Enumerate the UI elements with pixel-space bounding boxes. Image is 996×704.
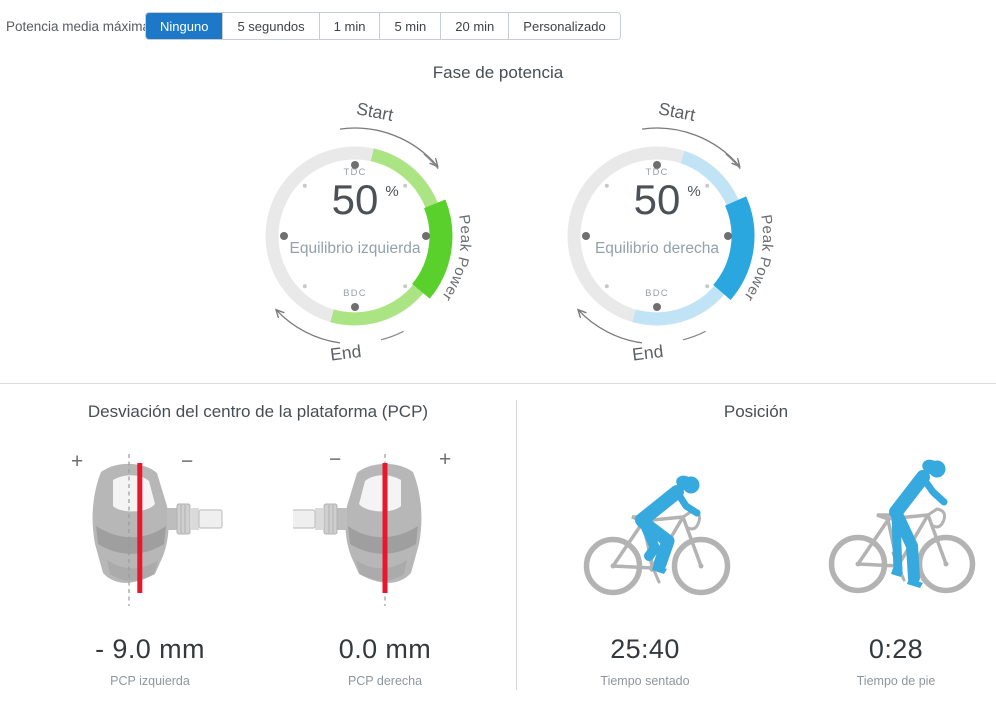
time-seated-metric: 25:40 Tiempo sentado — [545, 634, 745, 688]
gauge-dot-minor — [403, 284, 408, 289]
peak-power-tick — [682, 330, 706, 341]
pcp-left-value: - 9.0 mm — [95, 634, 205, 664]
peak-power-tick — [725, 153, 741, 170]
gauge-value: 50 — [634, 176, 681, 223]
end-label: End — [329, 341, 362, 365]
end-arrow — [276, 310, 341, 344]
power-phase-gauge-left: TDC BDC 50% Equilibrio izquierda Start End Pe… — [235, 98, 485, 377]
time-standing-value: 0:28 — [868, 634, 924, 664]
time-standing-metric: 0:28 Tiempo de pie — [796, 634, 996, 688]
pedal-graphic-left: + − — [63, 446, 235, 618]
gauge-unit: % — [385, 183, 398, 200]
pedal-window — [359, 475, 401, 512]
rider-standing — [889, 459, 948, 588]
gauge-dot — [351, 303, 359, 311]
pedal-spindle — [315, 508, 324, 530]
avg-power-option-ninguno[interactable]: Ninguno — [146, 13, 224, 39]
gauge-dot — [351, 161, 359, 169]
vertical-divider — [516, 400, 517, 690]
cyclist-seated-icon — [572, 452, 748, 612]
power-phase-title: Fase de potencia — [432, 63, 564, 82]
cyclist-standing-icon — [817, 444, 993, 612]
end-label: End — [631, 341, 664, 365]
pedal-axle — [291, 509, 316, 529]
peak-power-tick — [380, 330, 404, 341]
pedal-spindle — [323, 503, 338, 535]
minus-plus-sign: + — [439, 448, 451, 471]
pedal-spindle — [337, 508, 347, 530]
pedal-spindle — [190, 508, 199, 530]
horizontal-divider — [0, 383, 996, 384]
gauge-dot — [582, 232, 590, 240]
avg-power-option-personalizado[interactable]: Personalizado — [509, 13, 620, 39]
pcp-right-label: PCP derecha — [347, 674, 423, 688]
avg-power-option-5-segundos[interactable]: 5 segundos — [223, 13, 320, 39]
start-label: Start — [355, 103, 395, 125]
gauge-dot-minor — [705, 183, 710, 188]
pcp-section-title: Desviación del centro de la plataforma (… — [87, 402, 429, 421]
pcp-right-value: 0.0 mm — [338, 634, 432, 664]
rider-seated — [635, 475, 701, 574]
pcp-left-metric: - 9.0 mm PCP izquierda — [40, 634, 260, 688]
gauge-dot-minor — [302, 284, 307, 289]
pcp-left-label: PCP izquierda — [110, 674, 190, 688]
minus-plus-sign: − — [329, 448, 341, 471]
gauge-dot-minor — [604, 284, 609, 289]
avg-power-option-5-min[interactable]: 5 min — [380, 13, 442, 39]
tdc-label: TDC — [343, 167, 366, 178]
minus-plus-sign: − — [181, 450, 193, 473]
avg-power-label: Potencia media máxima — [6, 19, 151, 34]
pedal-mid-band — [96, 526, 166, 554]
pedal-spindle — [167, 508, 177, 530]
time-standing-label: Tiempo de pie — [856, 674, 936, 688]
power-phase-gauge-right: TDC BDC 50% Equilibrio derecha Start End Peak… — [537, 98, 787, 377]
gauge-dot — [653, 303, 661, 311]
bdc-label: BDC — [343, 288, 367, 299]
tdc-label: TDC — [645, 167, 668, 178]
gauge-dot-minor — [604, 183, 609, 188]
gauge-dot — [653, 161, 661, 169]
pedal-bottom — [356, 560, 407, 581]
gauge-balance-label: Equilibrio derecha — [595, 240, 719, 257]
position-section-title: Posición — [723, 402, 789, 421]
pcp-right-metric: 0.0 mm PCP derecha — [275, 634, 495, 688]
pedal-axle — [198, 509, 223, 529]
gauge-unit: % — [687, 183, 700, 200]
gauge-peak-arc — [411, 199, 453, 299]
avg-power-button-group: Ninguno 5 segundos 1 min 5 min 20 min Persona… — [145, 12, 621, 40]
pedal-bottom — [107, 560, 158, 581]
end-arrow — [578, 310, 643, 344]
pedal-graphic-right: − + — [291, 446, 465, 618]
gauge-dot — [724, 232, 732, 240]
peak-power-tick — [423, 153, 439, 170]
minus-plus-sign: + — [71, 450, 83, 473]
gauge-dot-minor — [705, 284, 710, 289]
bdc-label: BDC — [645, 288, 669, 299]
gauge-dot — [280, 232, 288, 240]
time-seated-label: Tiempo sentado — [600, 674, 690, 688]
gauge-dot-minor — [302, 183, 307, 188]
gauge-value: 50 — [332, 176, 379, 223]
time-seated-value: 25:40 — [610, 634, 680, 664]
gauge-peak-arc — [712, 196, 755, 300]
start-arrow — [339, 127, 438, 167]
gauge-balance-label: Equilibrio izquierda — [290, 240, 421, 257]
pedal-window — [113, 475, 155, 512]
pedal-spindle — [176, 503, 191, 535]
gauge-dot-minor — [403, 183, 408, 188]
gauge-dot — [422, 232, 430, 240]
avg-power-option-1-min[interactable]: 1 min — [319, 13, 381, 39]
start-label: Start — [657, 103, 697, 125]
avg-power-option-20-min[interactable]: 20 min — [441, 13, 510, 39]
start-arrow — [641, 127, 740, 167]
